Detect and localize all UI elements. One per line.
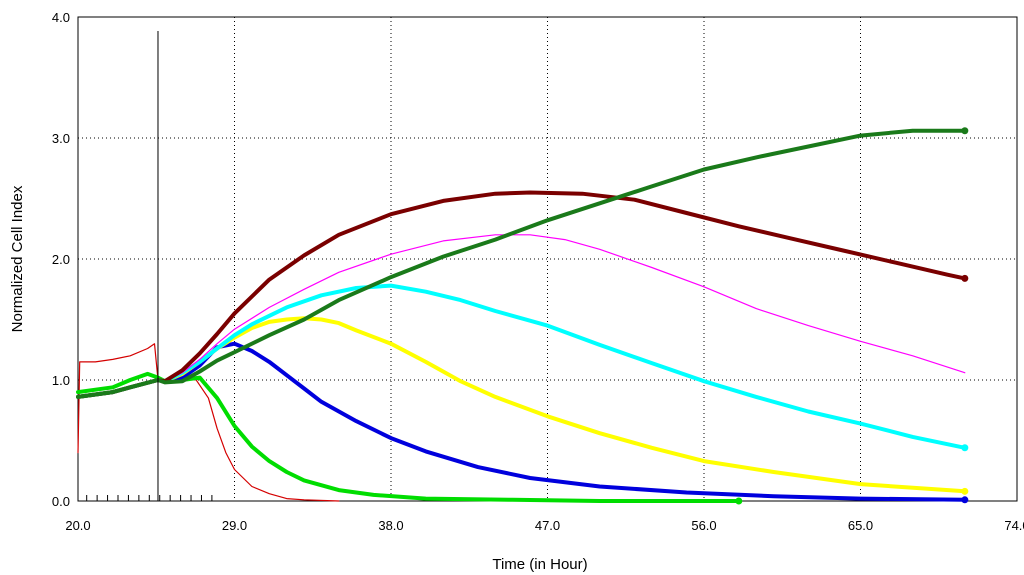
x-tick-label-4: 56.0 xyxy=(691,518,716,533)
series-end-point-7 xyxy=(961,127,969,135)
x-tick-labels: 20.0 29.0 38.0 47.0 56.0 65.0 74.0 xyxy=(65,518,1024,533)
series-end-point-2 xyxy=(961,496,969,504)
grid-lines xyxy=(78,17,1017,501)
y-tick-label-2: 2.0 xyxy=(52,252,70,267)
x-axis-title: Time (in Hour) xyxy=(492,556,587,573)
y-tick-label-4: 4.0 xyxy=(52,10,70,25)
series-end-point-3 xyxy=(961,487,969,495)
x-tick-label-0: 20.0 xyxy=(65,518,90,533)
series-end-point-6 xyxy=(961,274,969,282)
y-tick-label-1: 1.0 xyxy=(52,373,70,388)
y-axis-title: Normalized Cell Index xyxy=(9,185,26,332)
x-tick-label-5: 65.0 xyxy=(848,518,873,533)
series-line-1 xyxy=(76,371,741,503)
x-tick-label-6: 74.0 xyxy=(1004,518,1024,533)
series-end-point-4 xyxy=(961,444,969,452)
series-layer xyxy=(76,127,969,505)
y-tick-label-3: 3.0 xyxy=(52,131,70,146)
x-tick-label-3: 47.0 xyxy=(535,518,560,533)
y-tick-labels: 0.0 1.0 2.0 3.0 4.0 xyxy=(52,10,70,509)
series-end-point-1 xyxy=(735,497,743,505)
y-tick-label-0: 0.0 xyxy=(52,494,70,509)
x-tick-label-2: 38.0 xyxy=(378,518,403,533)
x-tick-label-1: 29.0 xyxy=(222,518,247,533)
